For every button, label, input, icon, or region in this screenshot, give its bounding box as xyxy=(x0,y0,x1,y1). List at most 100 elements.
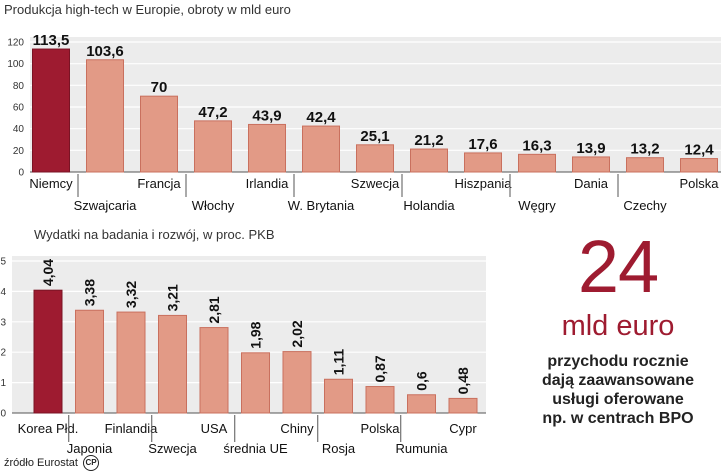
c2-category-label: średnia UE xyxy=(223,441,288,456)
c2-value-label: 0,6 xyxy=(414,371,430,391)
c2-bar xyxy=(448,397,478,414)
c1-y-tick-label: 20 xyxy=(13,146,25,157)
c1-y-tick-label: 0 xyxy=(18,168,24,179)
c1-category-label: Dania xyxy=(574,176,609,191)
c2-bar xyxy=(75,309,104,414)
c1-value-label: 13,2 xyxy=(630,141,659,158)
c1-category-label: Hiszpania xyxy=(454,176,512,191)
c2-value-label: 2,02 xyxy=(289,320,305,347)
c1-value-label: 113,5 xyxy=(33,32,70,49)
c1-value-label: 42,4 xyxy=(306,109,336,126)
fact-line-4: np. w centrach BPO xyxy=(542,410,694,427)
c1-category-label: Holandia xyxy=(403,198,455,213)
c2-category-label: Finlandia xyxy=(105,421,159,436)
c1-value-label: 16,3 xyxy=(522,137,551,154)
c2-value-label: 3,32 xyxy=(123,281,139,308)
c2-category-label: Japonia xyxy=(67,441,113,456)
c1-y-tick-label: 100 xyxy=(7,59,24,70)
c1-value-label: 70 xyxy=(151,79,168,96)
c2-value-label: 0,87 xyxy=(372,355,388,382)
fact-description: przychodu rocznie dają zaawansowane usłu… xyxy=(520,352,716,428)
c2-bar xyxy=(33,289,63,414)
c1-y-tick-label: 60 xyxy=(13,103,25,114)
c2-category-label: Szwecja xyxy=(148,441,197,456)
c1-bar xyxy=(518,153,556,173)
c2-y-tick-label: 3 xyxy=(0,317,6,328)
c1-category-label: Włochy xyxy=(192,198,235,213)
chart1-bars xyxy=(32,48,718,173)
c1-bar xyxy=(572,156,610,173)
source-text: źródło Eurostat xyxy=(4,456,78,469)
c1-bar xyxy=(356,144,394,173)
c1-value-label: 21,2 xyxy=(414,132,443,149)
c1-category-label: Polska xyxy=(679,176,719,191)
c1-value-label: 103,6 xyxy=(86,43,124,60)
c1-y-tick-label: 120 xyxy=(7,38,24,49)
c1-category-label: Czechy xyxy=(623,198,667,213)
c2-value-label: 2,81 xyxy=(206,296,222,323)
c1-value-label: 25,1 xyxy=(360,128,389,145)
c1-category-label: W. Brytania xyxy=(288,198,355,213)
c2-y-tick-label: 2 xyxy=(0,348,6,359)
c1-bar xyxy=(626,157,664,173)
c2-bar xyxy=(282,351,312,414)
c1-value-label: 47,2 xyxy=(198,104,227,121)
c1-y-tick-label: 80 xyxy=(13,81,25,92)
c2-value-label: 3,21 xyxy=(165,284,181,311)
highlight-fact: 24 mld euro przychodu rocznie dają zaawa… xyxy=(520,228,716,428)
c1-category-label: Szwajcaria xyxy=(74,198,138,213)
c2-bar xyxy=(324,378,353,414)
c2-category-label: Cypr xyxy=(449,421,477,436)
c2-bar xyxy=(241,352,270,414)
fact-number: 24 xyxy=(577,225,659,308)
c1-category-label: Irlandia xyxy=(246,176,289,191)
c1-bar xyxy=(464,152,502,173)
c1-value-label: 43,9 xyxy=(252,107,281,124)
c1-value-label: 13,9 xyxy=(576,140,605,157)
chart2-y-axis-ticks: 0 1 2 3 4 5 xyxy=(0,257,6,420)
c2-value-label: 4,04 xyxy=(40,259,56,286)
c1-value-label: 12,4 xyxy=(684,142,714,159)
fact-line-1: przychodu rocznie xyxy=(547,353,689,370)
c1-bar xyxy=(410,148,448,173)
c2-bar xyxy=(199,327,229,414)
c1-bar xyxy=(680,158,718,173)
c1-category-label: Francja xyxy=(137,176,181,191)
c2-category-label: USA xyxy=(201,421,228,436)
c1-value-label: 17,6 xyxy=(468,136,497,153)
fact-unit: mld euro xyxy=(561,310,675,342)
c2-y-tick-label: 0 xyxy=(0,409,6,420)
chart2-category-labels: Korea Płd. Japonia Finlandia Szwecja USA śred… xyxy=(18,415,477,456)
chart-high-tech: Produkcja high-tech w Europie, obroty w … xyxy=(4,2,721,213)
c2-value-label: 3,38 xyxy=(82,279,98,306)
c2-bar xyxy=(116,311,146,414)
fact-line-3: usługi oferowane xyxy=(552,391,684,408)
c1-category-label: Węgry xyxy=(518,198,556,213)
chart1-value-labels: 113,5 103,6 70 47,2 43,9 42,4 25,1 21,2 17,6 16,3… xyxy=(33,32,715,159)
c2-category-label: Korea Płd. xyxy=(18,421,79,436)
c1-bar xyxy=(302,125,340,173)
c2-value-label: 0,48 xyxy=(455,367,471,394)
cc-license-icon: CP xyxy=(83,455,100,471)
chart1-title: Produkcja high-tech w Europie, obroty w … xyxy=(4,2,291,17)
c1-category-label: Szwecja xyxy=(351,176,400,191)
c2-y-tick-label: 5 xyxy=(0,257,6,268)
c2-bar xyxy=(158,314,187,414)
chart1-y-axis-ticks: 0 20 40 60 80 100 120 xyxy=(7,38,24,179)
chart2-bars xyxy=(33,289,478,414)
c2-y-tick-label: 4 xyxy=(0,287,6,298)
c1-y-tick-label: 40 xyxy=(13,124,25,135)
c2-category-label: Rumunia xyxy=(395,441,448,456)
chart-rnd-spending: Wydatki na badania i rozwój, w proc. PKB… xyxy=(0,227,486,456)
c2-value-label: 1,98 xyxy=(248,321,264,348)
c2-bar xyxy=(365,386,395,414)
c2-category-label: Polska xyxy=(360,421,400,436)
c1-bar xyxy=(86,59,124,173)
c2-bar xyxy=(407,394,436,414)
chart2-value-labels: 4,04 3,38 3,32 3,21 2,81 1,98 2,02 1,11 0,87 0,6 0… xyxy=(40,259,471,395)
fact-line-2: dają zaawansowane xyxy=(541,372,695,389)
c1-bar xyxy=(140,95,178,173)
c2-y-tick-label: 1 xyxy=(0,378,6,389)
